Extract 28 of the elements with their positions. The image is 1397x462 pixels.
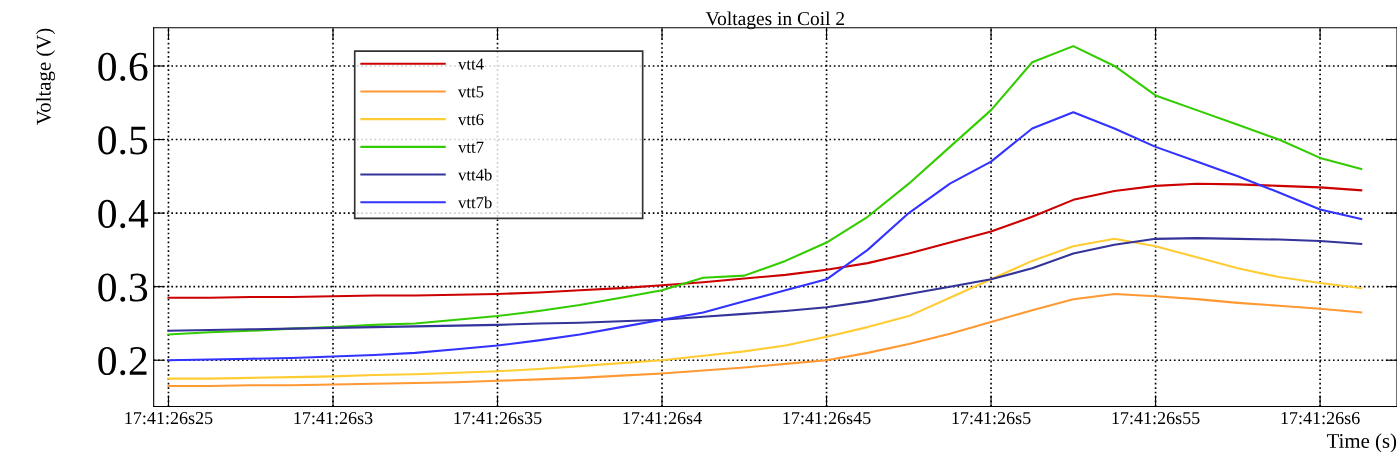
- x-tick-label: 17:41:26s4: [623, 411, 702, 425]
- x-axis-title: Time (s): [1326, 433, 1397, 453]
- x-tick-label: 17:41:26s35: [454, 411, 542, 425]
- x-tick-label: 17:41:26s5: [952, 411, 1031, 425]
- legend-label: vtt7: [458, 141, 484, 153]
- x-tick-label: 17:41:26s6: [1281, 411, 1360, 425]
- y-tick-label: 0.2: [98, 346, 147, 376]
- line-series: [167, 182, 1363, 299]
- y-tick-label: 0.6: [98, 52, 148, 82]
- y-axis-title: Voltage (V): [36, 28, 56, 125]
- line-series: [167, 45, 1363, 336]
- line-series: [167, 237, 1363, 332]
- y-tick-label: 0.5: [98, 126, 148, 155]
- x-tick-label: 17:41:26s25: [125, 411, 213, 425]
- legend-label: vtt4b: [458, 168, 492, 181]
- legend-label: vtt5: [458, 86, 484, 98]
- x-tick-label: 17:41:26s45: [783, 411, 871, 425]
- x-tick-label: 17:41:26s3: [294, 411, 373, 425]
- legend-label: vtt7b: [458, 196, 492, 209]
- legend-label: vtt4: [458, 58, 484, 70]
- legend-label: vtt6: [458, 113, 484, 126]
- x-tick-label: 17:41:26s55: [1112, 411, 1200, 425]
- line-series: [167, 237, 1363, 380]
- chart-title: Voltages in Coil 2: [705, 11, 845, 30]
- y-tick-label: 0.4: [98, 199, 149, 229]
- line-series: [167, 111, 1363, 362]
- line-series: [167, 292, 1363, 387]
- y-tick-label: 0.3: [98, 273, 148, 302]
